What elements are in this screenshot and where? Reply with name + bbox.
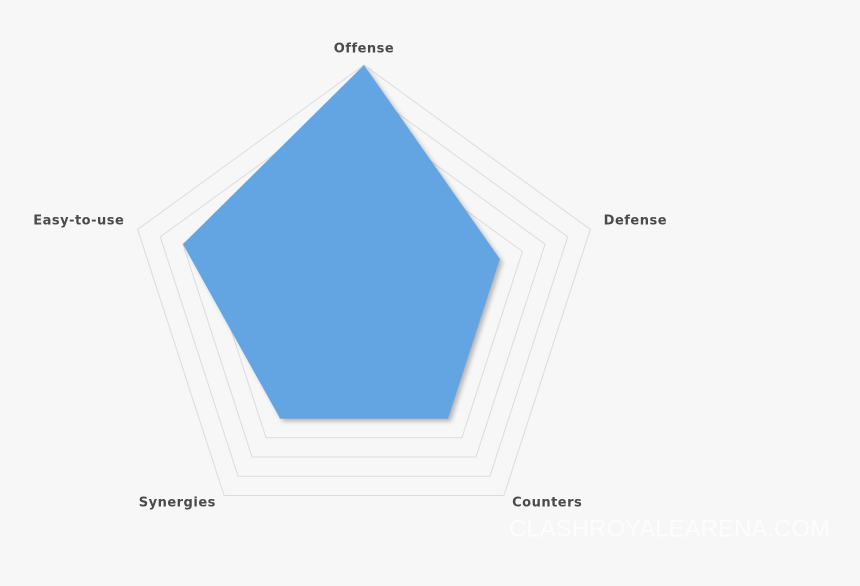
radar-area xyxy=(182,65,500,419)
data-area xyxy=(182,65,500,419)
axis-label: Defense xyxy=(604,214,667,229)
grid-ring xyxy=(137,64,591,497)
axis-label: Easy-to-use xyxy=(33,214,124,229)
grid-ring xyxy=(159,88,569,477)
watermark: CLASHROYALEARENA.COM xyxy=(509,515,830,542)
axis-label: Synergies xyxy=(139,495,216,510)
axis-label: Offense xyxy=(334,42,395,57)
axis-label: Counters xyxy=(512,495,582,510)
